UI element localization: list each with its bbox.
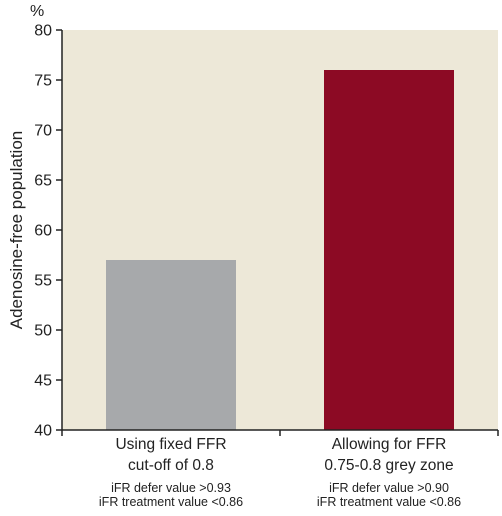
category-label-line: Using fixed FFR <box>115 436 226 453</box>
category-sublabel-line: iFR defer value >0.93 <box>111 481 231 495</box>
x-ticks-group <box>61 430 499 436</box>
y-tick-label: 65 <box>34 173 52 190</box>
y-tick-label: 50 <box>34 323 52 340</box>
bars-group <box>106 70 454 430</box>
bar-2 <box>324 70 454 430</box>
category-labels-group: Using fixed FFR cut-off of 0.8 iFR defer v… <box>99 436 461 509</box>
category-sublabel-line: iFR defer value >0.90 <box>329 481 449 495</box>
y-tick-label: 55 <box>34 273 52 290</box>
y-tick-label: 60 <box>34 223 52 240</box>
category-sublabel-line: iFR treatment value <0.86 <box>99 495 243 509</box>
y-tick-label: 70 <box>34 123 52 140</box>
category-label-line: cut-off of 0.8 <box>128 457 214 474</box>
y-ticks-group: 40 45 50 55 60 65 70 75 80 <box>34 23 62 440</box>
y-tick-label: 80 <box>34 23 52 40</box>
category-sublabel-line: iFR treatment value <0.86 <box>317 495 461 509</box>
y-unit-label: % <box>30 3 44 20</box>
category-label-line: 0.75-0.8 grey zone <box>324 457 453 474</box>
y-tick-label: 75 <box>34 73 52 90</box>
y-axis-label: Adenosine-free population <box>7 131 26 329</box>
y-tick-label: 45 <box>34 373 52 390</box>
bar-1 <box>106 260 236 430</box>
y-tick-label: 40 <box>34 423 52 440</box>
category-label-line: Allowing for FFR <box>332 436 447 453</box>
